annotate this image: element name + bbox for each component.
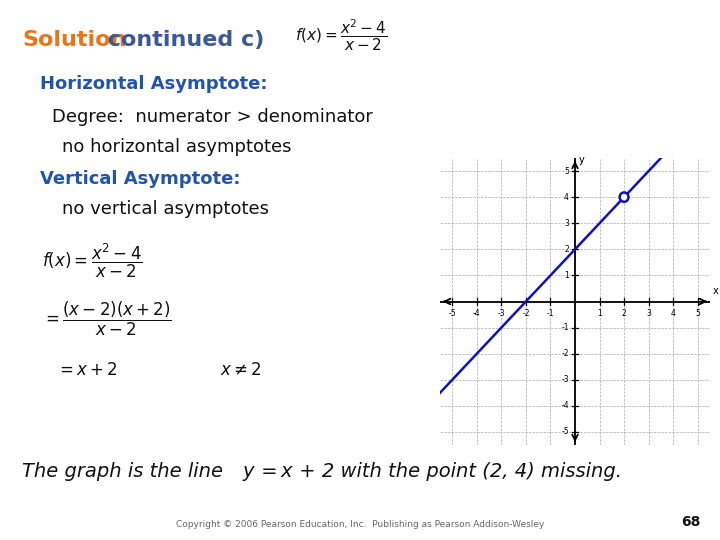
Text: 2: 2 [621,309,626,318]
Text: 1: 1 [597,309,602,318]
Text: 4: 4 [564,193,569,201]
Text: continued c): continued c) [100,30,264,50]
Text: -5: -5 [561,428,569,436]
Text: -4: -4 [561,401,569,410]
Text: -4: -4 [473,309,481,318]
Text: -5: -5 [449,309,456,318]
Text: Degree:  numerator > denominator: Degree: numerator > denominator [52,108,373,126]
Text: The graph is the line: The graph is the line [22,462,229,481]
Text: $x\neq 2$: $x\neq 2$ [220,362,261,379]
Text: no vertical asymptotes: no vertical asymptotes [62,200,269,218]
Circle shape [620,192,629,202]
Text: 3: 3 [646,309,651,318]
Text: -3: -3 [498,309,505,318]
Text: -2: -2 [562,349,569,358]
Text: + 2 with the point (2, 4) missing.: + 2 with the point (2, 4) missing. [293,462,622,481]
Text: y: y [242,462,253,481]
Text: -3: -3 [561,375,569,384]
Text: 3: 3 [564,219,569,228]
Text: 2: 2 [564,245,569,254]
Text: 1: 1 [564,271,569,280]
Text: $=\dfrac{(x-2)(x+2)}{x-2}$: $=\dfrac{(x-2)(x+2)}{x-2}$ [42,300,172,338]
Text: $f(x)=\dfrac{x^2-4}{x-2}$: $f(x)=\dfrac{x^2-4}{x-2}$ [295,18,387,53]
Text: 4: 4 [671,309,675,318]
Text: y: y [579,156,585,165]
Text: -1: -1 [546,309,554,318]
Text: x: x [280,462,292,481]
Text: x: x [713,286,719,296]
Text: 5: 5 [696,309,700,318]
Text: $= x+2$: $= x+2$ [56,362,117,379]
Text: 68: 68 [680,515,700,529]
Text: -1: -1 [562,323,569,332]
Text: -2: -2 [522,309,530,318]
Text: Solution: Solution [22,30,127,50]
Text: Copyright © 2006 Pearson Education, Inc.  Publishing as Pearson Addison-Wesley: Copyright © 2006 Pearson Education, Inc.… [176,520,544,529]
Text: 5: 5 [564,166,569,176]
Text: =: = [255,462,284,481]
Text: Horizontal Asymptote:: Horizontal Asymptote: [40,75,268,93]
Text: Vertical Asymptote:: Vertical Asymptote: [40,170,240,188]
Text: $f(x)=\dfrac{x^2-4}{x-2}$: $f(x)=\dfrac{x^2-4}{x-2}$ [42,242,143,280]
Text: no horizontal asymptotes: no horizontal asymptotes [62,138,292,156]
